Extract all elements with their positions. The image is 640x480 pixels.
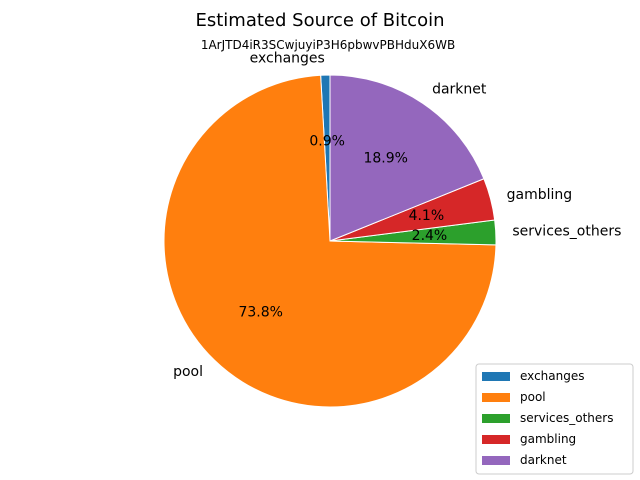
pie-slice-darknet	[329, 74, 485, 242]
legend-swatch-services-others	[482, 414, 510, 423]
legend-swatch-exchanges	[482, 372, 510, 381]
slice-label-gambling: gambling	[507, 187, 573, 203]
percent-label-exchanges: 0.9%	[309, 133, 345, 149]
percent-label-pool: 73.8%	[238, 305, 282, 321]
legend-frame	[475, 363, 634, 475]
legend-label-pool: pool	[520, 390, 546, 404]
slice-label-pool: pool	[173, 364, 203, 380]
legend-label-exchanges: exchanges	[520, 369, 584, 383]
chart-subtitle: 1ArJTD4iR3SCwjuyiP3H6pbwvPBHduX6WB	[201, 38, 455, 52]
percent-labels: 0.9% 73.8% 2.4% 4.1% 18.9%	[238, 133, 447, 320]
slice-label-services-others: services_others	[512, 224, 621, 240]
legend-swatch-gambling	[482, 435, 510, 444]
slice-labels: exchanges pool services_others gambling dark…	[173, 50, 621, 380]
slice-label-darknet: darknet	[432, 82, 487, 98]
percent-label-darknet: 18.9%	[363, 150, 407, 166]
legend-label-services-others: services_others	[520, 411, 613, 425]
legend-label-gambling: gambling	[520, 432, 576, 446]
pie-slices	[163, 74, 497, 408]
legend-swatch-pool	[482, 393, 510, 402]
percent-label-services-others: 2.4%	[412, 228, 448, 244]
legend: exchanges pool services_others gambling dark…	[475, 363, 634, 475]
chart-title: Estimated Source of Bitcoin	[196, 10, 445, 31]
legend-swatch-darknet	[482, 456, 510, 465]
slice-label-exchanges: exchanges	[250, 50, 325, 66]
legend-label-darknet: darknet	[520, 453, 567, 467]
percent-label-gambling: 4.1%	[409, 208, 445, 224]
